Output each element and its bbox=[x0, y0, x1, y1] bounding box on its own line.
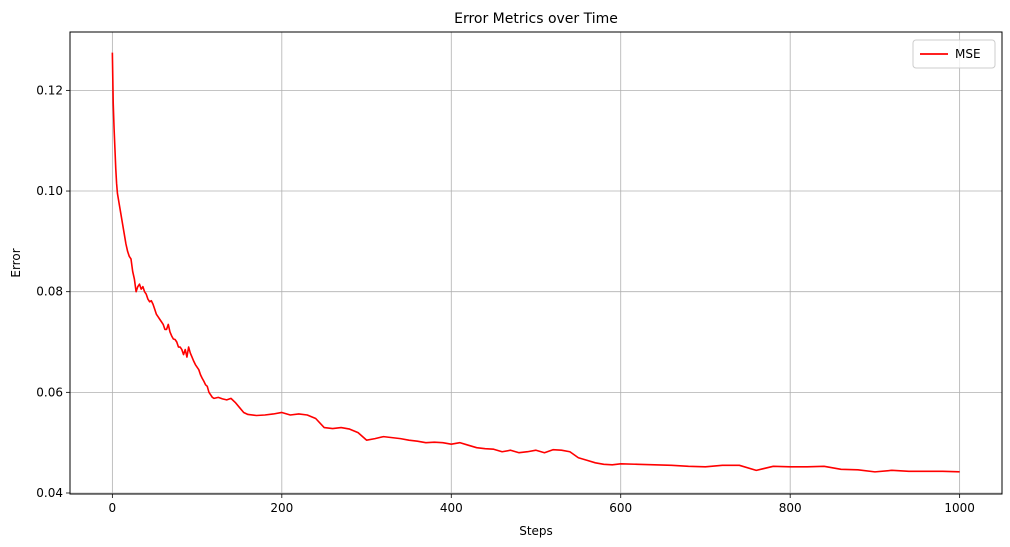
x-tick-label: 200 bbox=[270, 501, 293, 515]
x-axis-label: Steps bbox=[519, 524, 553, 538]
x-tick-label: 400 bbox=[440, 501, 463, 515]
grid bbox=[70, 32, 1002, 494]
legend-label-mse: MSE bbox=[955, 47, 981, 61]
x-tick-label: 600 bbox=[609, 501, 632, 515]
plot-frame bbox=[69, 31, 1003, 495]
series-line-mse bbox=[111, 52, 960, 473]
y-tick-label: 0.06 bbox=[36, 385, 63, 399]
y-tick-label: 0.12 bbox=[36, 83, 63, 97]
x-axis-ticks: 0 200 400 600 800 1000 bbox=[109, 494, 975, 515]
x-tick-label: 0 bbox=[109, 501, 117, 515]
legend-box bbox=[912, 39, 996, 69]
chart-title: Error Metrics over Time bbox=[454, 11, 618, 27]
series-layer bbox=[111, 52, 960, 473]
y-tick-label: 0.08 bbox=[36, 285, 63, 299]
y-axis-ticks: 0.04 0.06 0.08 0.10 0.12 bbox=[36, 83, 70, 500]
legend: MSE bbox=[912, 39, 996, 69]
x-tick-label: 1000 bbox=[944, 501, 975, 515]
y-tick-label: 0.04 bbox=[36, 486, 63, 500]
y-tick-label: 0.10 bbox=[36, 184, 63, 198]
x-tick-label: 800 bbox=[779, 501, 802, 515]
y-axis-label: Error bbox=[9, 248, 23, 277]
